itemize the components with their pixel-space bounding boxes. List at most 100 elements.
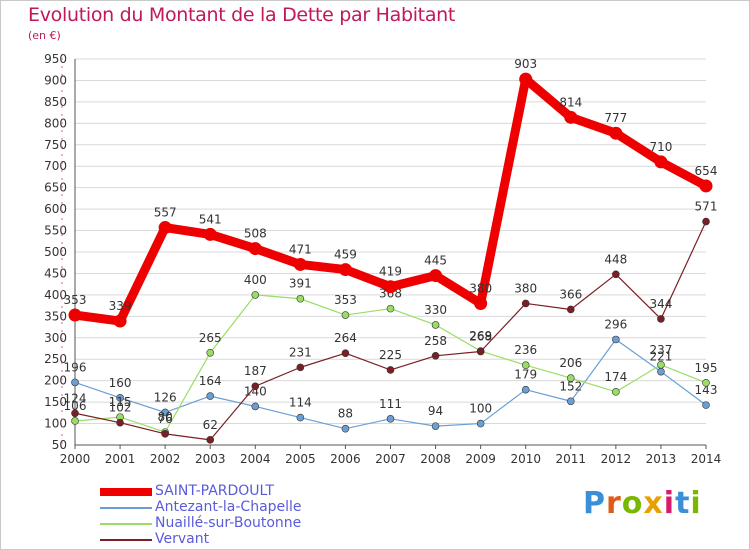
data-point xyxy=(203,227,217,241)
data-label: 80 xyxy=(158,410,173,424)
data-point xyxy=(341,424,350,433)
data-label: 571 xyxy=(695,200,718,214)
data-point xyxy=(161,430,169,438)
data-point xyxy=(71,409,79,418)
data-point xyxy=(657,367,665,376)
x-tick-label: 2002 xyxy=(150,452,181,466)
x-tick-label: 2009 xyxy=(465,452,496,466)
data-point xyxy=(521,361,530,370)
data-label: 100 xyxy=(469,402,492,416)
y-tick-label: 300 xyxy=(44,331,67,345)
data-label: 111 xyxy=(379,397,402,411)
logo-letter: t xyxy=(675,486,691,521)
chart-unit: (en €) xyxy=(28,29,61,42)
y-tick-label: 100 xyxy=(44,417,67,431)
y-tick-label: 700 xyxy=(44,159,67,173)
x-tick-label: 2013 xyxy=(646,452,677,466)
data-point xyxy=(702,401,710,409)
data-label: 115 xyxy=(109,395,132,409)
data-label: 400 xyxy=(244,273,267,287)
data-label: 140 xyxy=(244,384,267,398)
data-label: 114 xyxy=(289,396,312,410)
data-point xyxy=(699,179,713,193)
data-point xyxy=(338,263,352,277)
x-tick-label: 2006 xyxy=(330,452,361,466)
data-label: 471 xyxy=(289,242,312,256)
data-point xyxy=(251,382,260,391)
x-tick-label: 2003 xyxy=(195,452,226,466)
data-point xyxy=(386,366,395,374)
data-label: 814 xyxy=(559,95,582,109)
y-tick-label: 450 xyxy=(44,266,67,280)
data-label: 265 xyxy=(199,331,222,345)
data-label: 124 xyxy=(64,391,87,405)
data-point xyxy=(431,351,440,360)
y-tick-label: 850 xyxy=(44,95,67,109)
data-label: 344 xyxy=(649,297,672,311)
x-tick-label: 2012 xyxy=(601,452,632,466)
y-tick-label: 900 xyxy=(44,73,67,87)
data-label: 269 xyxy=(469,329,492,343)
data-point xyxy=(476,347,485,356)
logo-letter: i xyxy=(690,486,702,521)
data-label: 196 xyxy=(64,360,87,374)
legend-swatch xyxy=(100,507,152,509)
data-label: 353 xyxy=(64,293,87,307)
logo-letter: i xyxy=(663,486,676,521)
y-tick-label: 500 xyxy=(44,245,67,259)
data-label: 541 xyxy=(199,212,222,226)
x-tick-label: 2000 xyxy=(60,452,91,466)
y-tick-label: 50 xyxy=(52,438,67,452)
data-point xyxy=(206,348,215,357)
x-tick-label: 2004 xyxy=(240,452,271,466)
data-point xyxy=(566,374,575,382)
data-point xyxy=(612,388,620,396)
data-point xyxy=(429,269,443,283)
data-label: 76 xyxy=(158,412,173,426)
data-point xyxy=(384,280,397,294)
data-label: 94 xyxy=(428,404,443,418)
x-tick-label: 2014 xyxy=(691,452,722,466)
data-label: 654 xyxy=(695,164,718,178)
data-point xyxy=(68,308,82,322)
data-label: 366 xyxy=(559,287,582,301)
x-tick-label: 2007 xyxy=(375,452,406,466)
data-label: 459 xyxy=(334,248,357,262)
y-tick-label: 600 xyxy=(44,202,67,216)
y-tick-label: 150 xyxy=(44,395,67,409)
y-tick-label: 350 xyxy=(44,309,67,323)
data-point xyxy=(116,418,124,427)
data-label: 237 xyxy=(649,343,672,357)
data-label: 380 xyxy=(514,281,537,295)
logo-letter: r xyxy=(606,486,622,521)
legend-label: Antezant-la-Chapelle xyxy=(155,499,302,515)
data-point xyxy=(158,221,172,235)
data-label: 236 xyxy=(514,343,537,357)
data-point xyxy=(519,72,533,86)
y-tick-label: 200 xyxy=(44,374,67,388)
y-tick-label: 950 xyxy=(44,52,67,66)
x-tick-label: 2010 xyxy=(510,452,541,466)
data-point xyxy=(116,394,124,402)
data-point xyxy=(206,436,215,444)
data-point xyxy=(386,415,395,423)
legend-swatch xyxy=(100,539,152,541)
data-point xyxy=(71,378,79,387)
legend-item-nuaille-sur-boutonne: Nuaillé-sur-Boutonne xyxy=(100,515,400,533)
x-tick-label: 2001 xyxy=(105,452,136,466)
data-point xyxy=(431,321,440,329)
data-point xyxy=(474,296,488,310)
data-point xyxy=(566,305,575,314)
x-tick-label: 2005 xyxy=(285,452,316,466)
data-point xyxy=(206,392,215,400)
data-point xyxy=(654,155,668,169)
data-point xyxy=(564,110,578,124)
data-label: 152 xyxy=(559,379,582,393)
data-label: 164 xyxy=(199,374,222,388)
data-label: 710 xyxy=(649,140,672,154)
x-tick-label: 2008 xyxy=(420,452,451,466)
data-label: 88 xyxy=(338,407,353,421)
data-point xyxy=(657,360,665,369)
